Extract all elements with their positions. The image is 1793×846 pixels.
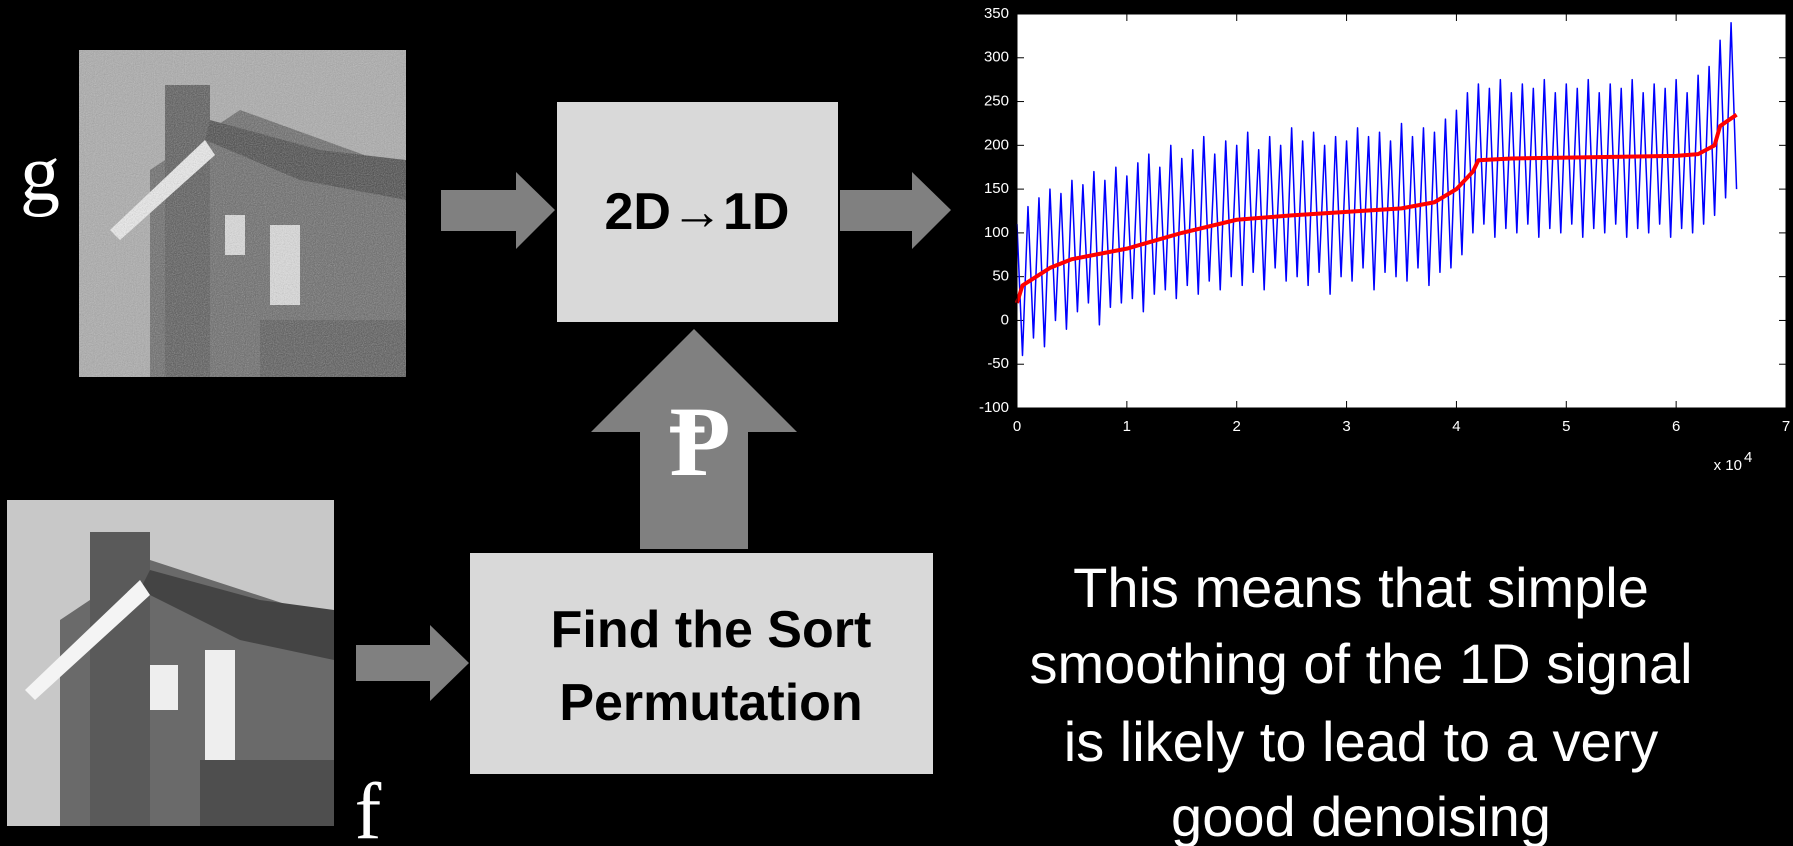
sort-box <box>470 553 933 774</box>
x-tick-label: 5 <box>1562 418 1570 435</box>
y-tick-label: 350 <box>984 5 1009 22</box>
chart: -100 -50 0 50 100 150 200 250 300 350 0 1 2 3 4 5 6 7 x 10… <box>979 5 1790 474</box>
x-tick-label: 3 <box>1342 418 1350 435</box>
label-g: g <box>20 130 60 218</box>
sort-label: Find the Sort <box>551 601 872 659</box>
y-tick-label: 50 <box>992 268 1009 285</box>
plot-frame <box>1016 13 1787 409</box>
sort-label: Permutation <box>559 674 862 732</box>
caption-line: is likely to lead to a very <box>1064 710 1658 773</box>
x-tick-label: 2 <box>1233 418 1241 435</box>
x-axis-multiplier: x 10 <box>1714 457 1742 474</box>
x-axis-exponent: 4 <box>1744 449 1752 466</box>
x-tick-label: 4 <box>1452 418 1460 435</box>
x-tick-label: 1 <box>1123 418 1131 435</box>
arrow <box>840 172 951 249</box>
y-tick-label: -50 <box>987 355 1009 372</box>
y-tick-label: 200 <box>984 136 1009 153</box>
x-tick-label: 7 <box>1782 418 1790 435</box>
clean-image <box>7 500 334 826</box>
y-tick-label: 150 <box>984 180 1009 197</box>
plot-area <box>1017 14 1786 408</box>
data-line <box>1015 113 1738 304</box>
y-tick-label: 250 <box>984 93 1009 110</box>
transform-box <box>557 102 838 322</box>
y-tick-label: -100 <box>979 399 1009 416</box>
y-tick-label: 300 <box>984 49 1009 66</box>
caption-line: good denoising <box>1171 785 1551 846</box>
transform-label: 2D→1D <box>605 183 790 241</box>
y-tick-label: 0 <box>1001 311 1009 328</box>
x-tick-label: 6 <box>1672 418 1680 435</box>
arrow <box>441 172 555 249</box>
caption-line: This means that simple <box>1073 556 1649 619</box>
label-f: f <box>355 768 382 846</box>
permutation-symbol: Ᵽ <box>669 386 730 497</box>
caption-line: smoothing of the 1D signal <box>1029 632 1692 695</box>
x-tick-label: 0 <box>1013 418 1021 435</box>
arrow <box>356 625 469 701</box>
y-tick-label: 100 <box>984 224 1009 241</box>
arrow-up <box>591 329 797 549</box>
noisy-image <box>79 50 406 377</box>
